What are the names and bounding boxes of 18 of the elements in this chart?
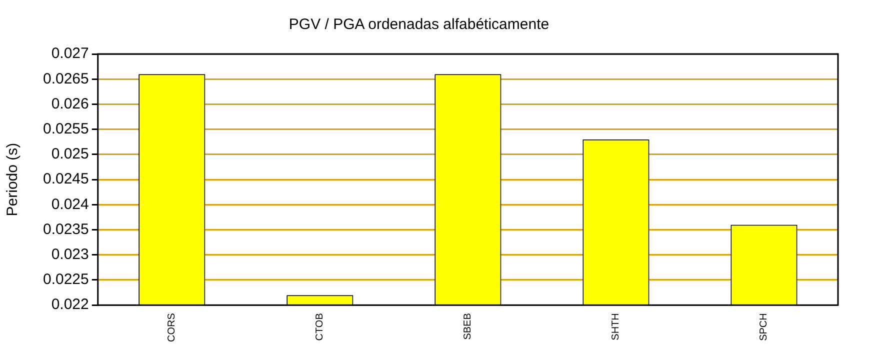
x-tick-label: SBEB <box>462 312 474 340</box>
y-axis-title: Periodo (s) <box>4 142 22 216</box>
y-tick-label: 0.0255 <box>42 120 89 138</box>
y-tick-label: 0.026 <box>51 95 89 112</box>
chart-title: PGV / PGA ordenadas alfabéticamente <box>288 16 550 34</box>
y-tick-label: 0.0265 <box>42 70 89 88</box>
y-tick-label: 0.0245 <box>42 170 89 188</box>
x-tick-label: CTOB <box>314 312 326 341</box>
y-tick-label: 0.024 <box>51 196 89 213</box>
y-tick-label: 0.022 <box>51 296 89 314</box>
y-tick-label: 0.025 <box>51 146 89 163</box>
y-tick-label: 0.027 <box>51 45 89 62</box>
y-tick-label: 0.0235 <box>42 220 89 238</box>
y-tick-label: 0.0225 <box>42 271 89 288</box>
x-tick-label: SPCH <box>758 313 770 341</box>
x-tick-label: SHTH <box>610 313 622 340</box>
x-tick-label: CORS <box>166 312 178 342</box>
y-tick-label: 0.023 <box>51 246 89 264</box>
